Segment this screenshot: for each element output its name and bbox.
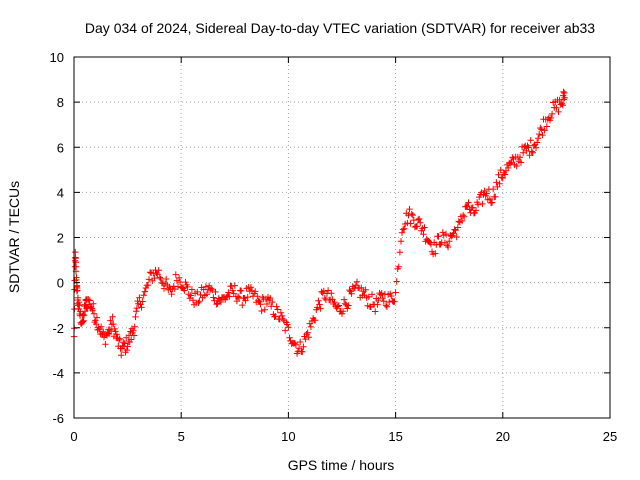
data-points — [70, 88, 568, 359]
y-tick-label: 4 — [57, 185, 64, 200]
x-tick-labels: 0 5 10 15 20 25 — [70, 429, 617, 444]
y-tick-label: -6 — [52, 411, 64, 426]
grid-lines — [74, 57, 610, 418]
y-tick-labels: -6 -4 -2 0 2 4 6 8 10 — [50, 50, 64, 426]
y-tick-label: 2 — [57, 231, 64, 246]
axis-ticks — [73, 56, 611, 419]
x-tick-label: 10 — [281, 429, 295, 444]
y-tick-label: 0 — [57, 276, 64, 291]
series-markers — [70, 88, 568, 359]
y-tick-label: -4 — [52, 366, 64, 381]
y-tick-label: 10 — [50, 50, 64, 65]
x-tick-label: 25 — [603, 429, 617, 444]
x-tick-label: 5 — [178, 429, 185, 444]
y-axis-label: SDTVAR / TECUs — [6, 181, 22, 293]
x-tick-label: 0 — [70, 429, 77, 444]
x-tick-label: 20 — [496, 429, 510, 444]
y-tick-label: -2 — [52, 321, 64, 336]
x-tick-label: 15 — [388, 429, 402, 444]
y-tick-label: 8 — [57, 95, 64, 110]
x-axis-label: GPS time / hours — [288, 457, 395, 473]
chart-title: Day 034 of 2024, Sidereal Day-to-day VTE… — [85, 20, 595, 36]
y-tick-label: 6 — [57, 140, 64, 155]
